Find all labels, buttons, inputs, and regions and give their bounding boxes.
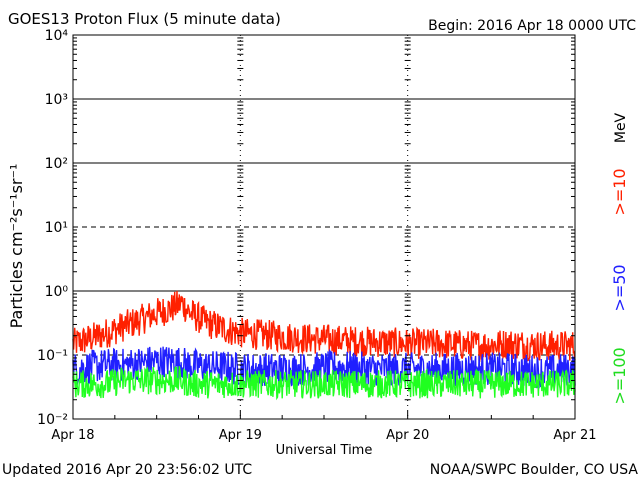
x-tick-label: Apr 21 [553, 428, 596, 443]
y-tick-label: 10⁻¹ [37, 348, 68, 364]
series-line-ge10 [72, 290, 576, 363]
x-axis-label: Universal Time [276, 443, 373, 458]
footer-updated: Updated 2016 Apr 20 23:56:02 UTC [2, 462, 252, 478]
plot-frame [72, 34, 576, 420]
series-layer [72, 290, 576, 401]
y-axis-label: Particles cm⁻²s⁻¹sr⁻¹ [7, 164, 26, 329]
series-line-ge100 [72, 366, 576, 401]
legend-entry-ge10: >=10 [610, 168, 629, 215]
y-tick-label: 10² [45, 156, 68, 172]
legend-unit: MeV [613, 112, 629, 143]
begin-label: Begin: 2016 Apr 18 0000 UTC [428, 18, 636, 34]
x-tick-label: Apr 18 [51, 428, 94, 443]
footer-source: NOAA/SWPC Boulder, CO USA [430, 462, 639, 478]
y-tick-label: 10⁴ [45, 28, 69, 44]
chart-title: GOES13 Proton Flux (5 minute data) [8, 10, 281, 28]
axis-layer: 10⁻² 10⁻¹ 10⁰ 10¹ 10² 10³ 10⁴ Apr 18 Apr 19 Apr 2… [37, 28, 596, 443]
x-tick-label: Apr 19 [219, 428, 262, 443]
x-tick-label: Apr 20 [386, 428, 429, 443]
legend-entry-ge100: >=100 [610, 347, 629, 404]
legend-entry-ge50: >=50 [610, 264, 629, 311]
y-tick-label: 10⁻² [37, 412, 68, 428]
y-tick-label: 10⁰ [45, 284, 69, 300]
y-tick-label: 10¹ [45, 220, 68, 236]
y-tick-label: 10³ [45, 92, 68, 108]
